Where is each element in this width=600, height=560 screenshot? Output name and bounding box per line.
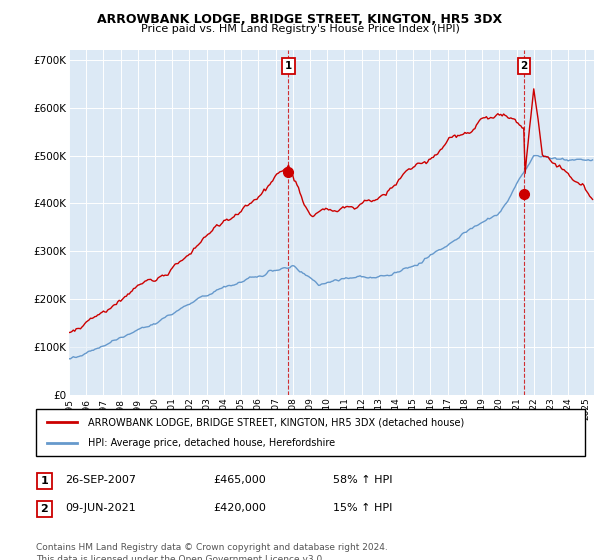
Text: 09-JUN-2021: 09-JUN-2021: [65, 503, 136, 513]
Text: 15% ↑ HPI: 15% ↑ HPI: [333, 503, 392, 513]
Text: 2: 2: [520, 61, 528, 71]
Text: 1: 1: [41, 476, 48, 486]
Text: £465,000: £465,000: [213, 475, 266, 485]
Text: 1: 1: [284, 61, 292, 71]
Text: HPI: Average price, detached house, Herefordshire: HPI: Average price, detached house, Here…: [88, 438, 335, 448]
Text: 2: 2: [41, 504, 48, 514]
Text: 26-SEP-2007: 26-SEP-2007: [65, 475, 136, 485]
Text: 58% ↑ HPI: 58% ↑ HPI: [333, 475, 392, 485]
Text: ARROWBANK LODGE, BRIDGE STREET, KINGTON, HR5 3DX: ARROWBANK LODGE, BRIDGE STREET, KINGTON,…: [97, 13, 503, 26]
Text: Contains HM Land Registry data © Crown copyright and database right 2024.
This d: Contains HM Land Registry data © Crown c…: [36, 543, 388, 560]
Text: £420,000: £420,000: [213, 503, 266, 513]
Text: ARROWBANK LODGE, BRIDGE STREET, KINGTON, HR5 3DX (detached house): ARROWBANK LODGE, BRIDGE STREET, KINGTON,…: [88, 417, 464, 427]
Text: Price paid vs. HM Land Registry's House Price Index (HPI): Price paid vs. HM Land Registry's House …: [140, 24, 460, 34]
